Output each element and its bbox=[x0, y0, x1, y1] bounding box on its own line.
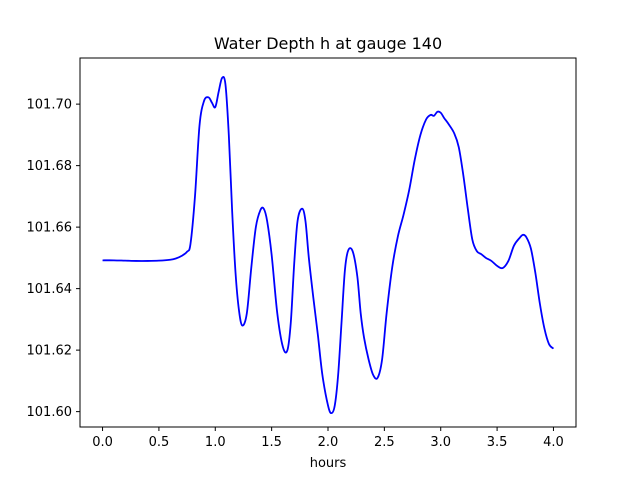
y-tick-label: 101.70 bbox=[27, 98, 73, 113]
y-tick-label: 101.68 bbox=[27, 159, 73, 174]
y-tick-label: 101.64 bbox=[27, 282, 73, 297]
x-tick-label: 1.5 bbox=[261, 435, 282, 450]
x-tick-label: 1.0 bbox=[205, 435, 226, 450]
x-tick-label: 2.0 bbox=[318, 435, 339, 450]
plot-area-frame bbox=[79, 57, 577, 428]
chart-title: Water Depth h at gauge 140 bbox=[214, 34, 442, 53]
y-tick-label: 101.60 bbox=[27, 405, 73, 420]
x-tick-label: 0.5 bbox=[149, 435, 170, 450]
plot-lines bbox=[102, 75, 555, 415]
y-tick-label: 101.62 bbox=[27, 344, 73, 359]
y-tick-label: 101.66 bbox=[27, 221, 73, 236]
x-tick-label: 3.5 bbox=[487, 435, 508, 450]
axis-ticks: 0.0 0.5 1.0 1.5 2.0 2.5 3.0 3.5 4.0 101.60 101.62 1… bbox=[27, 98, 564, 450]
x-tick-label: 4.0 bbox=[543, 435, 564, 450]
x-axis-label: hours bbox=[310, 456, 347, 471]
x-tick-label: 3.0 bbox=[430, 435, 451, 450]
series-line-0 bbox=[102, 75, 555, 415]
x-tick-label: 2.5 bbox=[374, 435, 395, 450]
x-tick-label: 0.0 bbox=[92, 435, 113, 450]
